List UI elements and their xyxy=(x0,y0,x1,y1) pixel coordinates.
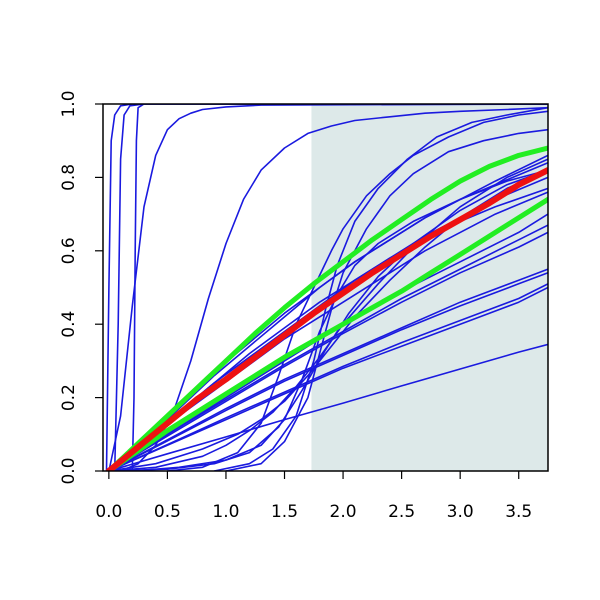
series-line-thin-17 xyxy=(108,271,548,471)
x-axis: 0.0 0.5 1.0 1.5 2.0 2.5 3.0 3.5 xyxy=(95,471,532,522)
series-line-thin-18 xyxy=(108,286,548,471)
series-line-thin-4 xyxy=(113,104,548,471)
series-line-thin-9 xyxy=(213,106,548,471)
plot-frame xyxy=(102,103,549,472)
y-axis: 0.0 0.2 0.4 0.6 0.8 1.0 xyxy=(59,90,103,485)
x-tick-label: 1.5 xyxy=(271,502,298,522)
x-tick-label: 1.0 xyxy=(212,502,239,522)
x-tick-label: 3.5 xyxy=(505,502,532,522)
x-tick-label: 2.5 xyxy=(388,502,415,522)
y-tick-label: 0.0 xyxy=(59,457,79,484)
y-tick-label: 0.6 xyxy=(59,237,79,264)
series-line-thin-3 xyxy=(105,104,548,471)
series-line-thin-8 xyxy=(166,110,548,471)
series-layer xyxy=(105,104,548,471)
series-line-band-1 xyxy=(106,145,548,471)
x-tick-label: 2.0 xyxy=(330,502,357,522)
series-line-thin-19 xyxy=(108,282,548,471)
y-tick-label: 1.0 xyxy=(59,90,79,117)
x-tick-label: 3.0 xyxy=(447,502,474,522)
series-line-thin-26 xyxy=(108,169,548,471)
series-line-band-2 xyxy=(106,196,548,471)
series-line-thin-20 xyxy=(108,343,548,471)
series-line-thin-27 xyxy=(131,169,548,471)
series-line-mean-0 xyxy=(105,167,548,471)
series-line-thin-16 xyxy=(108,268,548,471)
y-tick-label: 0.4 xyxy=(59,311,79,338)
series-line-thin-6 xyxy=(108,104,548,471)
series-line-thin-24 xyxy=(108,158,548,471)
y-tick-label: 0.8 xyxy=(59,164,79,191)
x-tick-label: 0.0 xyxy=(95,502,122,522)
series-line-thin-5 xyxy=(131,104,548,471)
x-tick-label: 0.5 xyxy=(154,502,181,522)
series-line-thin-14 xyxy=(108,231,548,471)
y-tick-label: 0.2 xyxy=(59,384,79,411)
